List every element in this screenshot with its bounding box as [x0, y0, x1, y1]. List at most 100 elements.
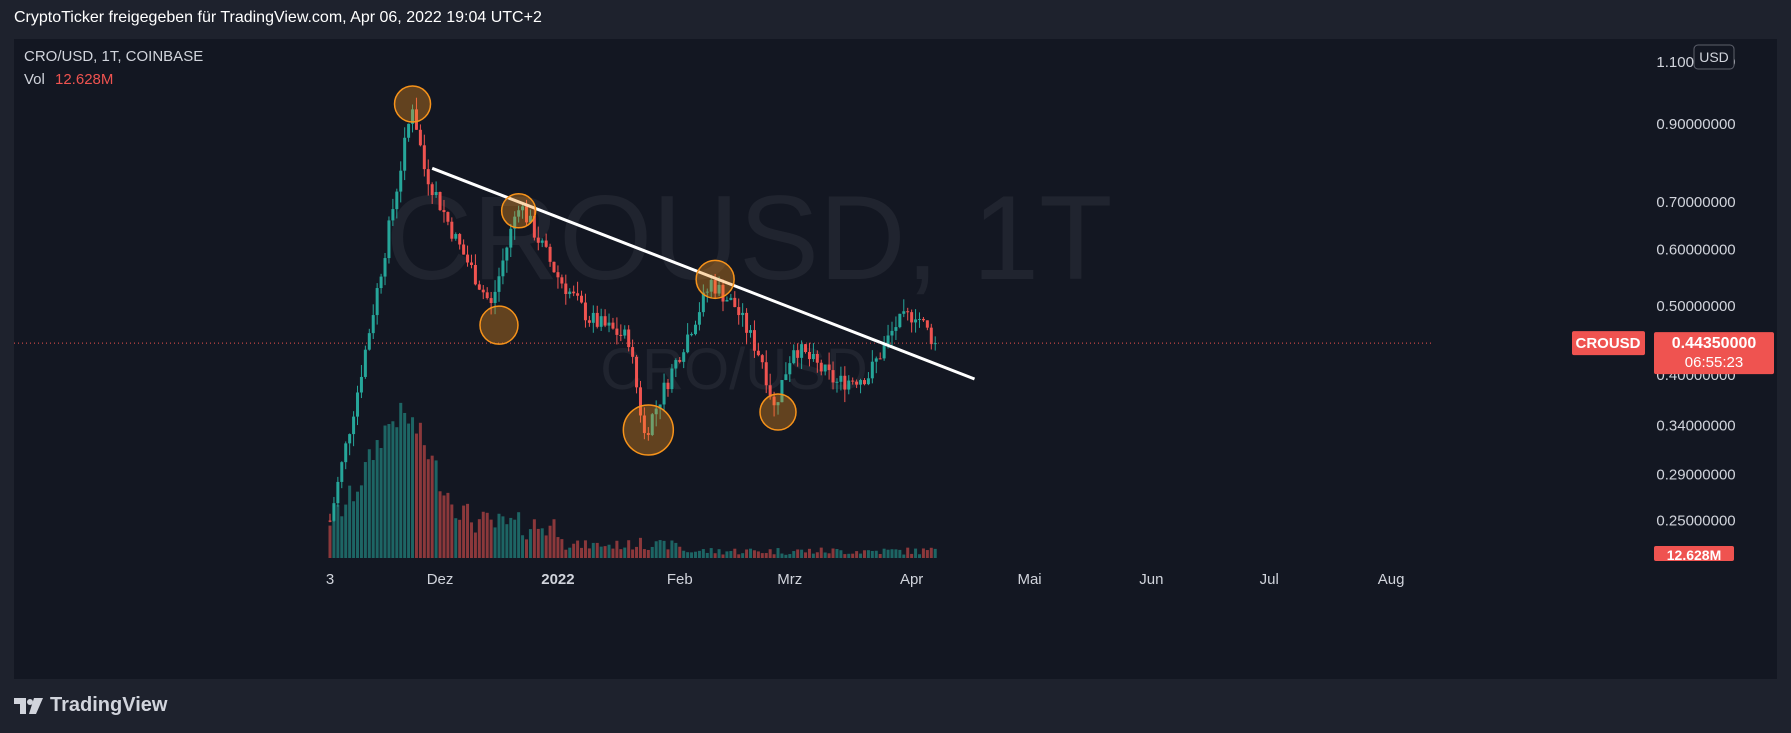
- volume-bar: [709, 548, 713, 558]
- candle-body: [485, 292, 489, 299]
- candle-body: [807, 351, 811, 360]
- candle-body: [583, 302, 587, 321]
- price-tick-label: 0.70000000: [1656, 194, 1735, 211]
- candle-body: [713, 280, 717, 294]
- candle-body: [422, 145, 426, 170]
- candle-body: [898, 313, 902, 328]
- chart-pane[interactable]: CROUSD, 1T CRO/USD CRO/USD, 1T, COINBASE…: [14, 39, 1777, 679]
- candle-body: [532, 215, 536, 238]
- volume-bar: [454, 518, 458, 558]
- tradingview-logo-icon: [14, 697, 43, 714]
- highlight-circle[interactable]: [695, 259, 735, 300]
- currency-badge[interactable]: USD: [1693, 44, 1735, 70]
- candle-body: [383, 258, 387, 277]
- volume-bar: [564, 549, 568, 558]
- candle-body: [552, 261, 556, 273]
- candle-body: [890, 330, 894, 336]
- candle-body: [705, 291, 709, 293]
- candle-body: [414, 109, 418, 130]
- candle-body: [509, 228, 513, 248]
- time-tick-label: Jun: [1139, 571, 1163, 588]
- volume-bar: [823, 552, 827, 558]
- bar-countdown: 06:55:23: [1685, 354, 1743, 371]
- time-axis[interactable]: 3 Dez 2022 Feb Mrz Apr Mai Jun Jul Aug: [326, 571, 1405, 588]
- chart-share-header: CryptoTicker freigegeben für TradingView…: [14, 9, 542, 26]
- volume-bar: [780, 553, 784, 558]
- time-tick-label: 2022: [541, 571, 574, 588]
- legend-symbol: CRO/USD, 1T, COINBASE: [24, 48, 203, 65]
- volume-bar: [489, 519, 493, 558]
- candle-body: [894, 327, 898, 331]
- candle-body: [469, 262, 473, 265]
- volume-price-tag: 12.628M: [1654, 546, 1734, 563]
- candle-body: [564, 283, 568, 295]
- volume-bar: [827, 553, 831, 558]
- volume-bar: [462, 505, 466, 558]
- time-tick-label: Apr: [900, 571, 923, 588]
- candle-body: [768, 385, 772, 397]
- candle-body: [925, 320, 929, 328]
- symbol-tag-label: CROUSD: [1575, 335, 1640, 352]
- candle-body: [627, 329, 631, 348]
- candle-body: [477, 284, 481, 290]
- volume-bar: [356, 491, 360, 558]
- volume-bar: [466, 503, 470, 558]
- candle-body: [458, 234, 462, 245]
- candle-body: [851, 380, 855, 382]
- candle-body: [646, 433, 650, 435]
- volume-bar: [450, 504, 454, 558]
- candle-body: [843, 375, 847, 390]
- price-chart[interactable]: CROUSD, 1T CRO/USD CRO/USD, 1T, COINBASE…: [14, 39, 1777, 679]
- volume-bar: [517, 512, 521, 558]
- time-tick-label: 3: [326, 571, 334, 588]
- highlight-circles[interactable]: [393, 85, 797, 456]
- highlight-circle[interactable]: [479, 305, 519, 345]
- candle-body: [497, 276, 501, 292]
- candle-body: [914, 319, 918, 323]
- volume-bar: [591, 542, 595, 558]
- volume-bar: [556, 537, 560, 558]
- volume-bar: [914, 548, 918, 558]
- price-axis[interactable]: 1.100000000.900000000.700000000.60000000…: [1656, 54, 1735, 530]
- candle-body: [489, 298, 493, 304]
- volume-bar: [627, 540, 631, 558]
- volume-bar: [831, 548, 835, 558]
- candle-body: [473, 264, 477, 285]
- volume-bar: [721, 554, 725, 558]
- volume-bar: [536, 528, 540, 558]
- candle-body: [682, 352, 686, 362]
- volume-bar: [458, 519, 462, 558]
- volume-bar: [438, 491, 442, 558]
- candle-body: [623, 329, 627, 336]
- volume-bar: [650, 546, 654, 558]
- trendline[interactable]: [431, 166, 976, 381]
- volume-bar: [509, 517, 513, 558]
- volume-bar: [548, 525, 552, 558]
- candle-body: [391, 209, 395, 221]
- volume-bar: [497, 513, 501, 558]
- volume-bar: [638, 537, 642, 558]
- highlight-circle[interactable]: [500, 193, 537, 229]
- candle-body: [399, 170, 403, 192]
- candle-body: [462, 244, 466, 255]
- highlight-circle[interactable]: [622, 404, 675, 456]
- volume-bar: [580, 547, 584, 558]
- volume-bar: [642, 549, 646, 558]
- candlestick-series: [328, 97, 937, 523]
- volume-bar: [902, 554, 906, 558]
- candle-body: [866, 378, 870, 385]
- candle-body: [438, 192, 442, 211]
- candle-body: [352, 416, 356, 435]
- volume-bar: [434, 460, 438, 558]
- volume-bar: [469, 522, 473, 558]
- candle-body: [721, 284, 725, 302]
- candle-body: [819, 362, 823, 372]
- volume-bar: [513, 519, 517, 558]
- highlight-circle[interactable]: [759, 393, 797, 431]
- currency-label: USD: [1699, 49, 1729, 65]
- volume-bar: [387, 424, 391, 558]
- time-tick-label: Jul: [1260, 571, 1279, 588]
- candle-body: [505, 247, 509, 261]
- price-tick-label: 0.29000000: [1656, 467, 1735, 484]
- highlight-circle[interactable]: [393, 85, 432, 123]
